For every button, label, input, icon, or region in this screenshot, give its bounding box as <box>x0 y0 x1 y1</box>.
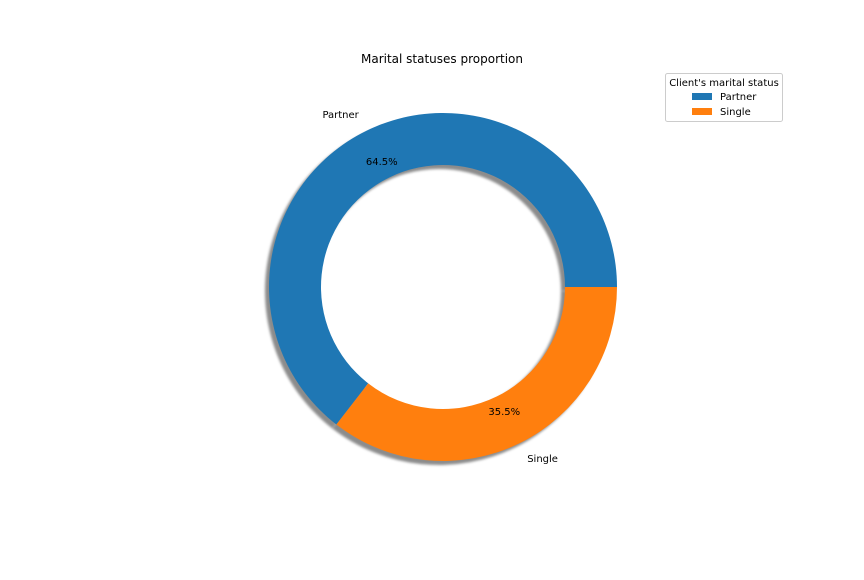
legend-swatch-partner <box>692 93 712 100</box>
legend-swatch-single <box>692 108 712 115</box>
wedge-single <box>336 287 617 461</box>
category-label-single: Single <box>527 454 558 465</box>
legend-label-single: Single <box>720 107 751 118</box>
percent-label-partner: 64.5% <box>366 157 398 168</box>
percent-label-single: 35.5% <box>488 407 520 418</box>
legend-label-partner: Partner <box>720 92 757 103</box>
chart-labels: Partner 64.5% Single 35.5% <box>322 110 558 465</box>
legend-title: Client's marital status <box>669 78 779 89</box>
wedge-partner <box>269 112 617 425</box>
chart-title: Marital statuses proportion <box>361 52 523 66</box>
legend: Client's marital status Partner Single <box>665 73 783 122</box>
category-label-partner: Partner <box>322 110 359 121</box>
chart-wedges <box>269 112 617 461</box>
